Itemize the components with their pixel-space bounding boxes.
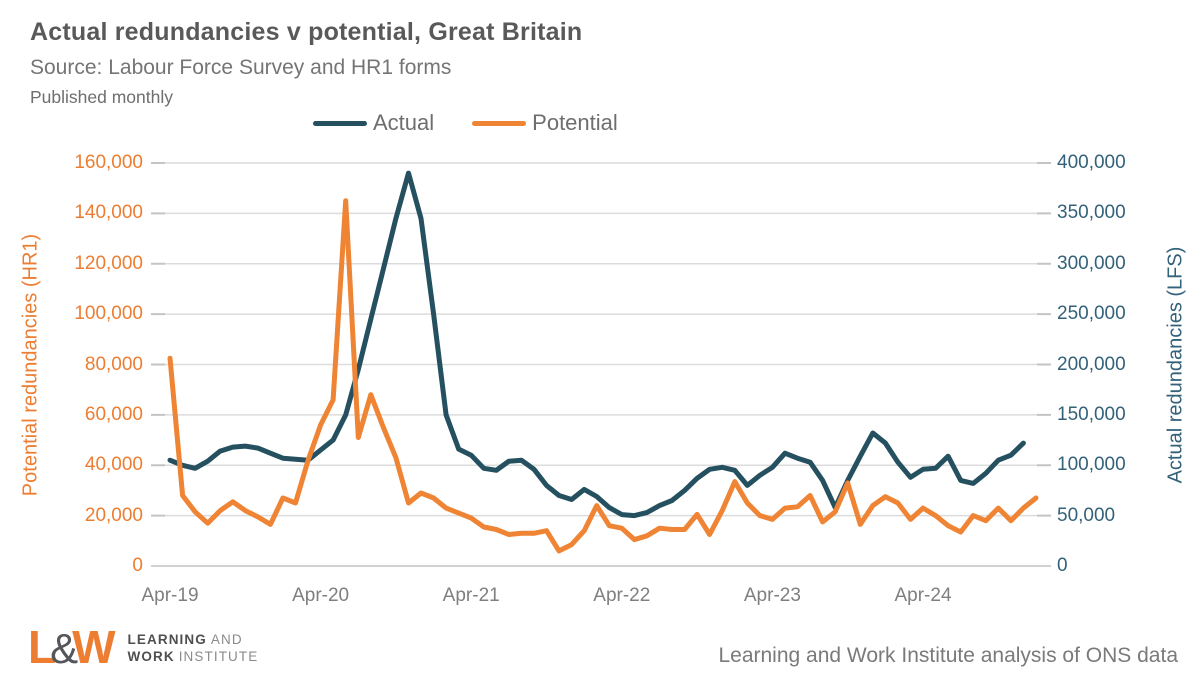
left-axis-tick-label: 140,000 — [74, 202, 143, 224]
x-axis-tick-label: Apr-19 — [141, 585, 199, 606]
right-axis-tick-label: 300,000 — [1057, 252, 1126, 274]
left-axis-tick-label: 60,000 — [84, 403, 143, 425]
potential-line-swatch — [472, 120, 527, 126]
left-axis-tick-label: 0 — [132, 555, 143, 576]
left-axis-tick-label: 160,000 — [74, 152, 143, 173]
analysis-credit: Learning and Work Institute analysis of … — [718, 644, 1178, 667]
left-axis-tick-label: 20,000 — [84, 504, 143, 526]
left-axis-tick-label: 100,000 — [74, 303, 143, 325]
logo-word-work: WORK — [127, 649, 175, 664]
lw-logo-mark: L&W — [28, 621, 116, 673]
left-axis-tick-label: 120,000 — [74, 252, 143, 274]
right-axis-tick-label: 250,000 — [1057, 303, 1126, 325]
page-title: Actual redundancies v potential, Great B… — [30, 18, 583, 46]
x-axis-tick-label: Apr-23 — [743, 585, 801, 606]
x-axis-tick-label: Apr-22 — [593, 585, 651, 606]
chart-legend: Actual Potential — [313, 110, 618, 136]
logo-word-and: AND — [210, 632, 243, 647]
left-axis-tick-label: 80,000 — [84, 353, 143, 375]
actual-line-series — [167, 170, 1026, 519]
right-axis-tick-label: 0 — [1057, 555, 1068, 576]
left-axis-tick-label: 40,000 — [84, 454, 143, 476]
logo-letter-l: L — [28, 621, 56, 673]
chart-source-subtitle: Source: Labour Force Survey and HR1 form… — [30, 56, 452, 79]
right-axis-tick-label: 200,000 — [1057, 353, 1126, 375]
legend-item-actual: Actual — [313, 110, 434, 136]
chart-frequency-note: Published monthly — [30, 87, 173, 107]
logo-word-institute: INSTITUTE — [178, 649, 259, 664]
logo-word-learning: LEARNING — [127, 632, 207, 647]
potential-line-series — [167, 198, 1039, 554]
logo-letter-w: W — [72, 621, 115, 673]
right-axis-tick-label: 100,000 — [1057, 454, 1126, 476]
logo-wordmark-line2: WORK INSTITUTE — [128, 648, 259, 665]
right-axis-tick-label: 50,000 — [1057, 504, 1116, 526]
right-axis-tick-label: 350,000 — [1057, 202, 1126, 224]
right-axis-tick-label: 150,000 — [1057, 403, 1126, 425]
x-axis-tick-label: Apr-21 — [442, 585, 500, 606]
x-axis-tick-label: Apr-24 — [894, 585, 952, 606]
lw-institute-logo: L&W LEARNING AND WORK INSTITUTE — [28, 624, 258, 672]
legend-item-potential: Potential — [472, 110, 618, 136]
lw-logo-wordmark: LEARNING AND WORK INSTITUTE — [128, 631, 259, 665]
actual-line-swatch — [313, 120, 367, 126]
logo-wordmark-line1: LEARNING AND — [128, 631, 259, 648]
logo-ampersand: & — [50, 625, 78, 672]
x-axis-tick-label: Apr-20 — [292, 585, 350, 606]
legend-label-actual: Actual — [373, 110, 435, 135]
legend-label-potential: Potential — [532, 110, 618, 135]
right-axis-tick-label: 400,000 — [1057, 152, 1126, 173]
